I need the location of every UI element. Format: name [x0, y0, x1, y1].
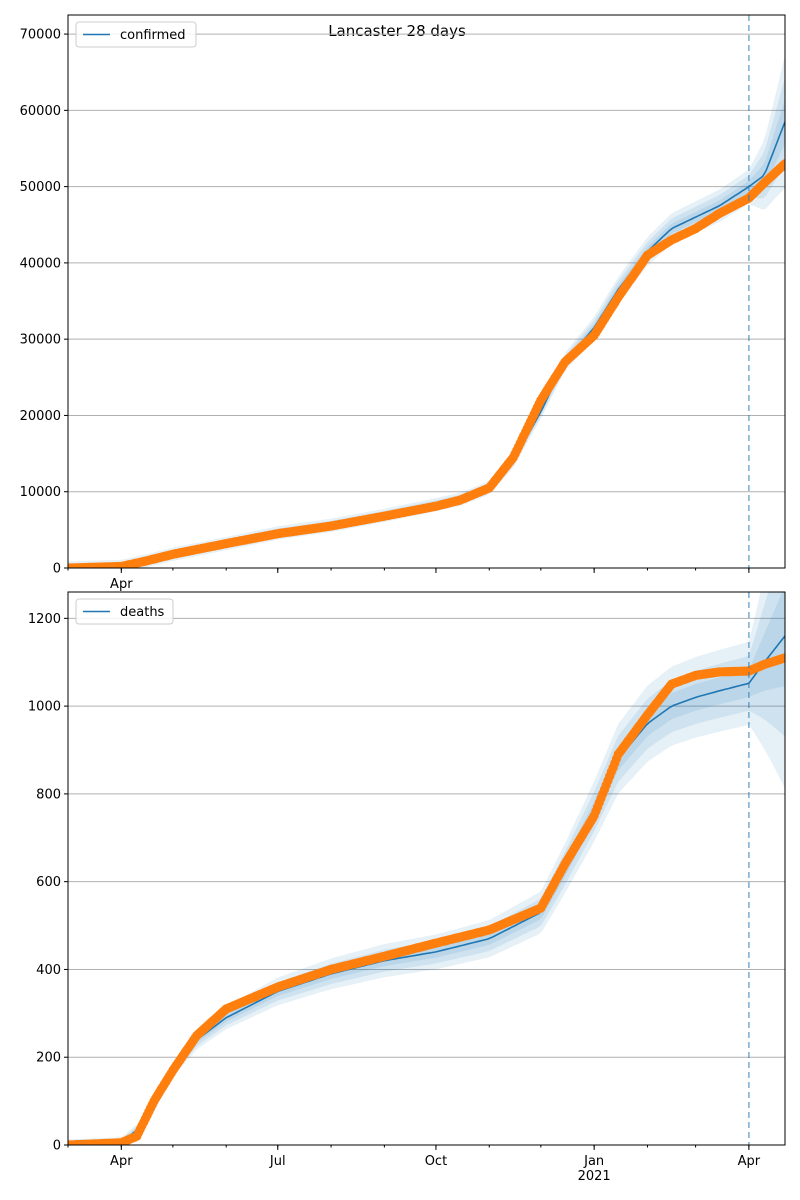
y-tick-label: 0 — [53, 562, 61, 577]
y-tick-label: 600 — [36, 875, 61, 890]
y-tick-label: 0 — [53, 1139, 61, 1154]
x-tick-year-label: 2021 — [578, 1169, 611, 1184]
uncertainty-band-1 — [68, 592, 785, 1145]
y-tick-label: 10000 — [20, 485, 61, 500]
y-tick-label: 200 — [36, 1051, 61, 1066]
y-tick-label: 1200 — [28, 612, 61, 627]
x-tick-label: Oct — [425, 1154, 447, 1169]
y-tick-label: 1000 — [28, 700, 61, 715]
legend-label: confirmed — [120, 28, 186, 43]
x-tick-label: Apr — [110, 577, 133, 592]
y-tick-label: 40000 — [20, 256, 61, 271]
observed-point — [780, 653, 785, 663]
y-tick-label: 800 — [36, 787, 61, 802]
uncertainty-band-3 — [68, 99, 785, 568]
x-tick-label: Jul — [269, 1154, 286, 1169]
legend-box — [75, 598, 174, 625]
legend-label: deaths — [120, 605, 165, 620]
y-tick-label: 50000 — [20, 180, 61, 195]
deaths-axes: 0 200 400 600 800 1000 1200 Apr Jul Oct Jan Apr 2021… — [28, 591, 786, 1184]
y-tick-label: 400 — [36, 963, 61, 978]
legend-box — [75, 21, 197, 48]
observed-point — [780, 159, 785, 169]
axes-frame — [67, 14, 786, 569]
axes-frame — [67, 591, 786, 1146]
plot-area — [68, 592, 785, 1145]
uncertainty-band-2 — [68, 77, 785, 568]
y-tick-label: 70000 — [20, 28, 61, 43]
uncertainty-band-1 — [68, 54, 785, 568]
uncertainty-band-2 — [68, 592, 785, 1145]
y-tick-label: 60000 — [20, 104, 61, 119]
figure-title: Lancaster 28 days — [328, 22, 466, 40]
x-tick-label: Apr — [738, 1154, 761, 1169]
x-tick-label: Jan — [583, 1154, 604, 1169]
y-tick-label: 20000 — [20, 409, 61, 424]
confirmed-axes: 0 10000 20000 30000 40000 50000 60000 70000 Apr c… — [20, 14, 786, 592]
plot-area — [68, 54, 785, 568]
y-tick-label: 30000 — [20, 333, 61, 348]
x-tick-label: Apr — [110, 1154, 133, 1169]
